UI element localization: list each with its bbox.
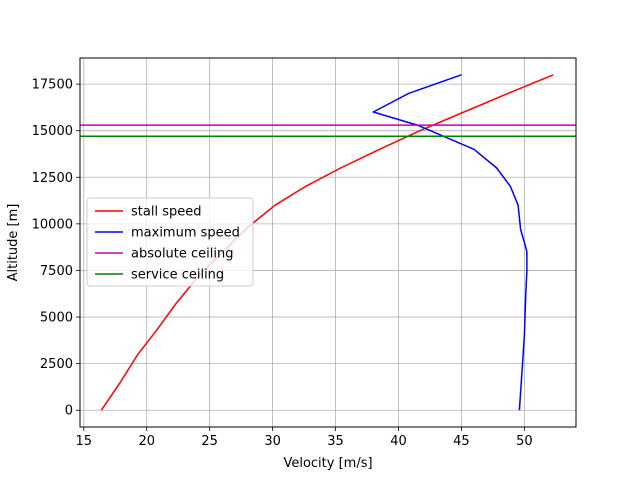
x-tick-label: 45 xyxy=(453,434,470,449)
legend-label-absolute-ceiling: absolute ceiling xyxy=(131,247,234,262)
legend: stall speed maximum speed absolute ceiling… xyxy=(86,197,254,287)
x-tick-label: 50 xyxy=(516,434,533,449)
plot-frame xyxy=(79,57,577,428)
plot-series xyxy=(80,74,576,411)
y-tick-label: 5000 xyxy=(40,311,73,326)
grid xyxy=(80,58,576,427)
legend-label-service-ceiling: service ceiling xyxy=(131,268,224,283)
stall-speed-line xyxy=(100,74,554,411)
axis-ticks: 15 20 25 30 35 40 45 50 0 2500 5000 7500 10000 12500 1… xyxy=(32,78,533,449)
legend-box xyxy=(86,197,254,287)
x-tick-label: 25 xyxy=(201,434,218,449)
y-tick-label: 17500 xyxy=(32,78,73,93)
x-tick-label: 35 xyxy=(327,434,344,449)
y-tick-label: 12500 xyxy=(32,171,73,186)
legend-label-maximum-speed: maximum speed xyxy=(131,226,240,241)
maximum-speed-line xyxy=(372,74,528,411)
y-tick-label: 15000 xyxy=(32,124,73,139)
x-axis-label: Velocity [m/s] xyxy=(283,456,372,471)
y-tick-label: 2500 xyxy=(40,357,73,372)
series-group xyxy=(80,74,576,411)
y-tick-label: 7500 xyxy=(40,264,73,279)
x-tick-label: 15 xyxy=(76,434,93,449)
y-axis-label: Altitude [m] xyxy=(6,204,21,282)
x-tick-label: 20 xyxy=(138,434,155,449)
x-tick-label: 30 xyxy=(264,434,281,449)
y-tick-label: 10000 xyxy=(32,217,73,232)
legend-label-stall-speed: stall speed xyxy=(131,205,201,220)
x-tick-label: 40 xyxy=(390,434,407,449)
y-tick-label: 0 xyxy=(65,404,73,419)
